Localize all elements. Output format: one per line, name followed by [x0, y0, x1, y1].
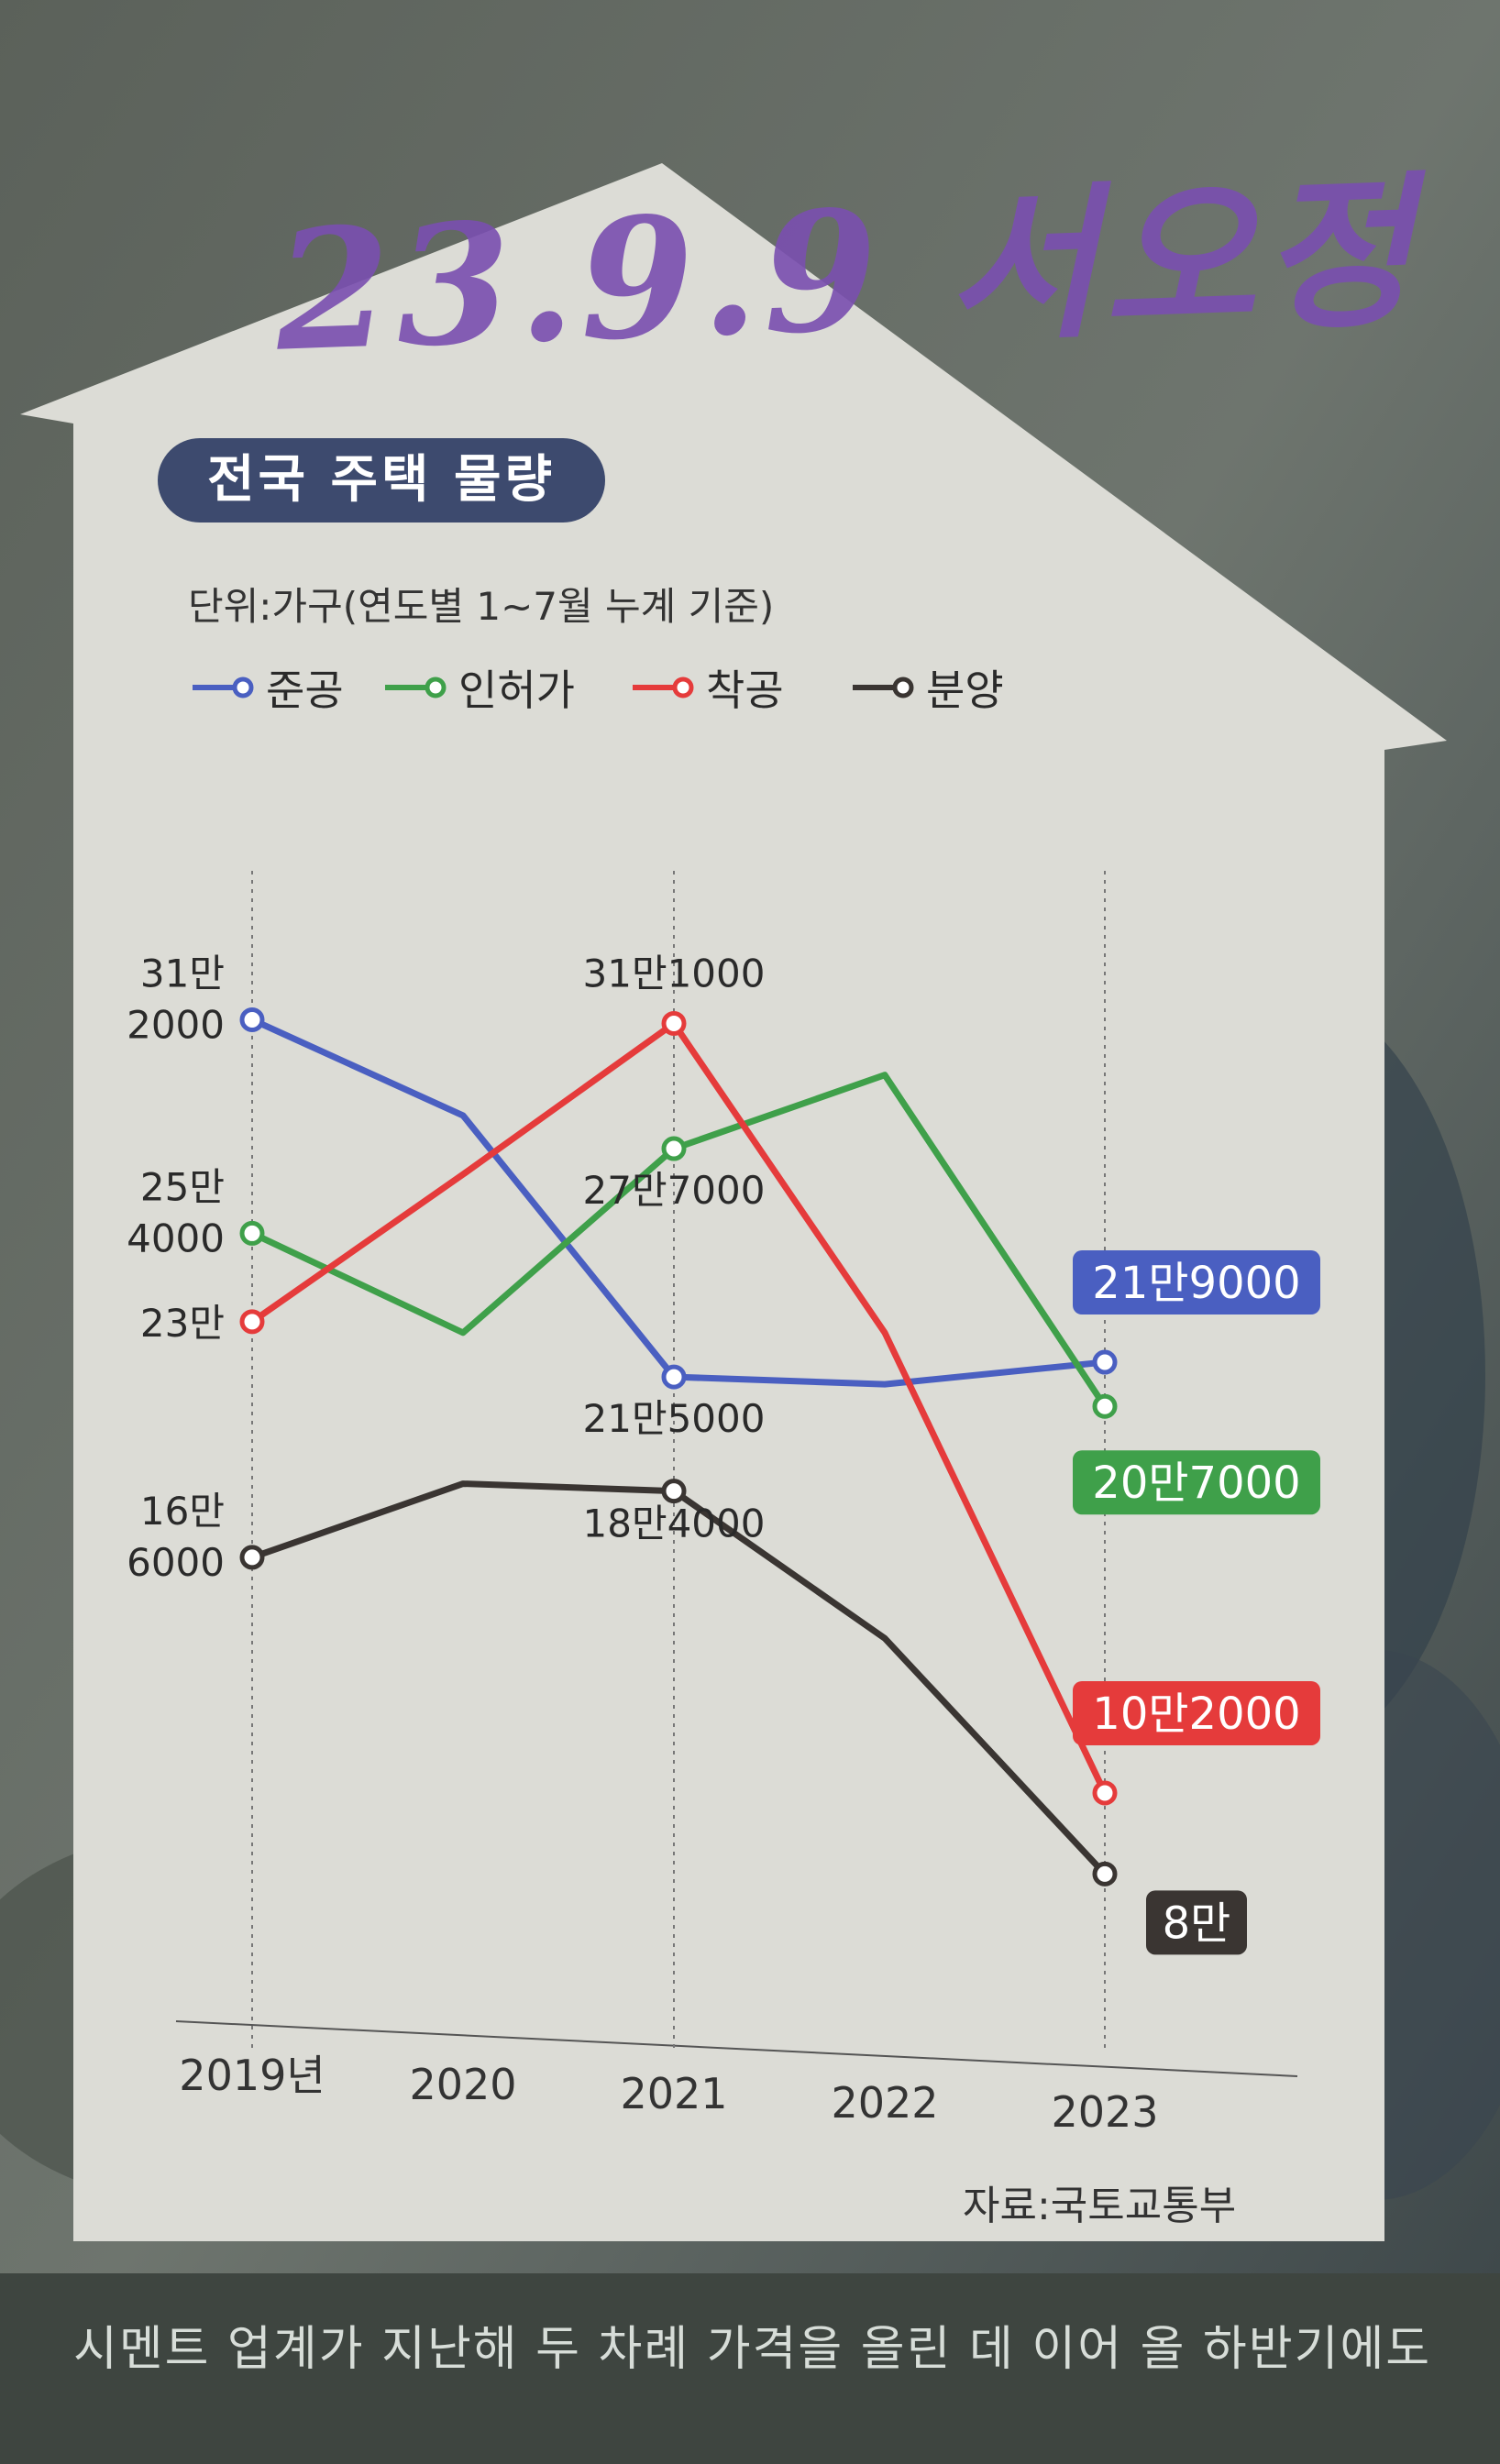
series-line-인허가	[250, 1072, 1108, 1409]
x-tick-label: 2019년	[179, 2051, 325, 2100]
data-label: 20만7000	[1092, 1458, 1300, 1509]
data-label: 31만1000	[583, 951, 766, 996]
article-caption: 시멘트 업계가 지난해 두 차례 가격을 올린 데 이어 올 하반기에도	[73, 2322, 1432, 2377]
point-착공-2023	[1092, 1780, 1118, 1806]
legend-label-4: 분양	[926, 666, 1004, 715]
data-label-box	[1073, 1250, 1320, 1315]
point-인허가-2021	[661, 1136, 687, 1161]
x-tick-label: 2021	[620, 2069, 727, 2118]
data-label-box	[1073, 1450, 1320, 1515]
data-label: 16만	[140, 1489, 225, 1534]
chart-title: 전국 주택 물량	[158, 438, 645, 522]
x-tick-label: 2023	[1051, 2087, 1158, 2137]
data-label-box	[1146, 1890, 1247, 1955]
point-분양-2021	[661, 1479, 687, 1504]
legend-item-4: 분양	[853, 660, 1004, 715]
point-분양-2023	[1092, 1861, 1118, 1886]
data-label: 31만	[140, 951, 225, 996]
data-label: 21만9000	[1092, 1258, 1300, 1309]
data-label: 8만	[1163, 1898, 1231, 1949]
legend-item-2: 인허가	[385, 660, 575, 715]
legend-label-2: 인허가	[458, 666, 575, 715]
point-착공-2019년	[239, 1309, 265, 1335]
data-label: 25만	[140, 1164, 225, 1209]
data-label: 4000	[127, 1216, 225, 1260]
data-label: 10만2000	[1092, 1688, 1300, 1740]
point-분양-2019년	[239, 1545, 265, 1570]
data-label: 6000	[127, 1540, 225, 1585]
point-인허가-2019년	[239, 1220, 265, 1246]
source-note: 자료:국토교통부	[963, 2183, 1237, 2229]
x-tick-label: 2020	[409, 2060, 516, 2109]
data-label: 27만7000	[583, 1168, 766, 1213]
data-label-box	[1073, 1680, 1320, 1745]
x-axis-line	[175, 2020, 1298, 2077]
legend-item-3: 착공	[633, 660, 784, 715]
legend-item-1: 준공	[193, 660, 344, 715]
data-label: 23만	[140, 1301, 225, 1346]
caption-strip	[0, 2273, 1500, 2464]
point-착공-2021	[661, 1010, 687, 1036]
x-tick-label: 2022	[831, 2078, 938, 2128]
handwritten-note: 23.9.9 서오정	[272, 155, 1421, 389]
data-label: 2000	[127, 1002, 225, 1047]
point-인허가-2023	[1092, 1393, 1118, 1419]
legend-label-3: 착공	[706, 666, 784, 715]
point-준공-2021	[661, 1364, 687, 1390]
point-준공-2023	[1092, 1349, 1118, 1375]
legend-marker-4	[853, 676, 914, 698]
data-label: 18만4000	[583, 1502, 766, 1546]
legend-marker-3	[633, 676, 694, 698]
legend-marker-2	[385, 676, 447, 698]
legend-marker-1	[193, 676, 254, 698]
legend-label-1: 준공	[266, 666, 344, 715]
data-label: 21만5000	[583, 1396, 766, 1441]
point-준공-2019년	[239, 1006, 265, 1032]
unit-label: 단위:가구(연도별 1~7월 누계 기준)	[188, 584, 775, 629]
